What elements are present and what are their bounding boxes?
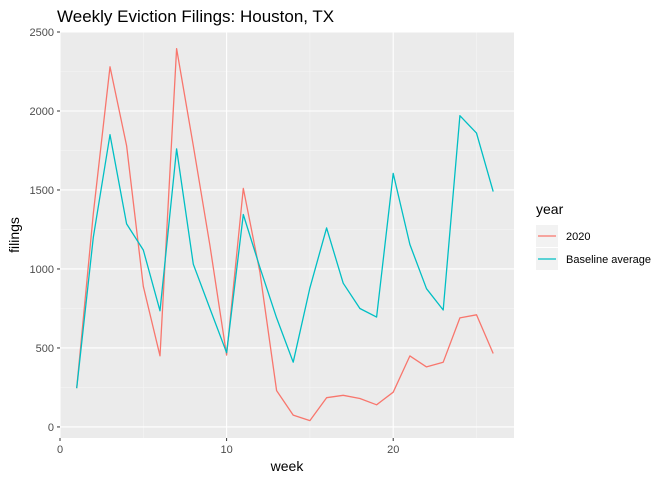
y-axis-title: filings xyxy=(6,217,22,253)
series-lines xyxy=(76,47,494,422)
series-line xyxy=(76,47,494,422)
plot-panel xyxy=(60,32,514,438)
legend-label: 2020 xyxy=(566,231,590,243)
legend-label: Baseline average xyxy=(566,254,651,266)
chart-title: Weekly Eviction Filings: Houston, TX xyxy=(57,7,334,26)
legend: year 2020 Baseline average xyxy=(536,201,651,270)
x-tick-label: 20 xyxy=(387,444,399,456)
y-tick-label: 0 xyxy=(48,422,54,434)
y-tick-label: 1000 xyxy=(30,264,54,276)
grid xyxy=(59,31,514,438)
y-tick-label: 1500 xyxy=(30,185,54,197)
y-tick-label: 2500 xyxy=(30,27,54,39)
y-tick-label: 500 xyxy=(36,343,54,355)
x-axis-title: week xyxy=(270,458,305,474)
x-tick-label: 10 xyxy=(220,444,232,456)
x-tick-label: 0 xyxy=(57,444,63,456)
y-tick-label: 2000 xyxy=(30,106,54,118)
series-line xyxy=(76,115,494,389)
legend-title: year xyxy=(536,201,564,217)
axis-ticks: 0 500 1000 1500 2000 2500 0 10 20 xyxy=(30,27,400,456)
